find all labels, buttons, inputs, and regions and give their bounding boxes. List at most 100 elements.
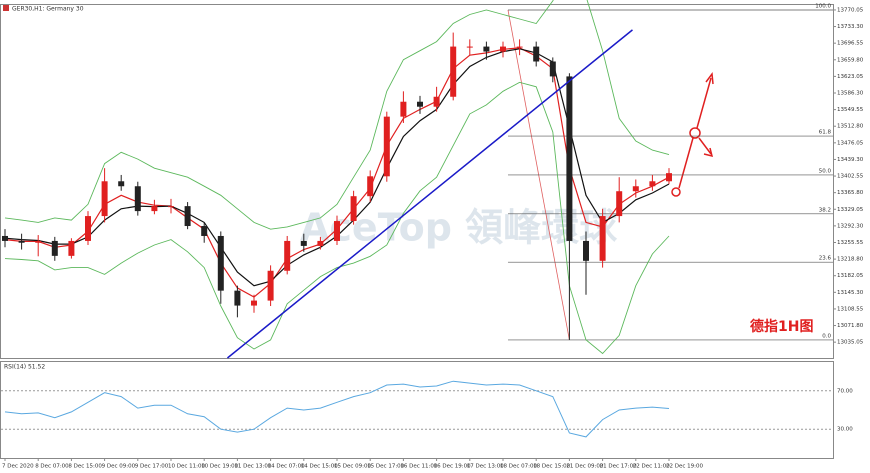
indicator-line <box>4 81 670 355</box>
x-tick-label: 22 Dec 19:00 <box>666 464 703 470</box>
y-tick-label: 13292.30 <box>837 223 864 229</box>
x-tick-label: 10 Dec 19:00 <box>201 464 238 470</box>
fib-label: 61.8 <box>819 130 832 136</box>
candle-body <box>35 240 42 243</box>
y-tick-label: 13476.05 <box>837 140 864 146</box>
price-panel <box>0 4 834 359</box>
x-tick-label: 8 Dec 15:00 <box>68 464 102 470</box>
x-tick-label: 8 Dec 07:00 <box>35 464 69 470</box>
x-tick-label: 22 Dec 11:00 <box>633 464 670 470</box>
candle-body <box>450 46 457 97</box>
candle-body <box>85 216 91 241</box>
annotation: 德指1H图 <box>750 318 813 335</box>
candle-body <box>151 206 158 212</box>
candle-body <box>583 240 589 261</box>
y-tick-label: 13439.30 <box>837 157 864 163</box>
x-tick-label: 18 Dec 15:00 <box>533 464 570 470</box>
y-tick-label: 13071.80 <box>837 323 864 329</box>
candle-body <box>284 240 291 271</box>
candle-body <box>168 206 174 208</box>
x-tick-label: 10 Dec 11:00 <box>168 464 205 470</box>
x-tick-label: 11 Dec 13:00 <box>234 464 271 470</box>
y-tick-label: 13770.05 <box>837 7 864 13</box>
candle-body <box>367 176 374 197</box>
x-tick-label: 18 Dec 07:00 <box>500 464 537 470</box>
candle-body <box>400 101 407 117</box>
x-tick-label: 9 Dec 09:00 <box>102 464 136 470</box>
y-tick-label: 13329.05 <box>837 207 864 213</box>
candle-body <box>201 226 208 236</box>
x-tick-label: 9 Dec 17:00 <box>135 464 169 470</box>
x-tick-label: 15 Dec 17:00 <box>367 464 404 470</box>
y-tick-label: 13512.80 <box>837 124 864 130</box>
y-tick-label: 13255.55 <box>837 240 864 246</box>
candle-body <box>649 181 656 187</box>
candle-body <box>350 196 357 222</box>
y-tick-label: 13182.05 <box>837 273 864 279</box>
candle-body <box>417 101 423 107</box>
chart-title: GER30,H1: Germany 30 <box>12 6 84 13</box>
candle-body <box>599 216 606 261</box>
candle-body <box>566 76 573 241</box>
candle-body <box>483 46 490 52</box>
y-tick-label: 13733.30 <box>837 24 864 30</box>
y-tick-label: 13696.55 <box>837 41 864 47</box>
y-tick-label: 13586.30 <box>837 91 864 97</box>
fib-label: 38.2 <box>819 207 831 213</box>
candle-body <box>51 240 58 256</box>
rsi-line <box>4 380 670 438</box>
indicator-line <box>4 0 670 230</box>
y-tick-label: 13549.55 <box>837 107 864 113</box>
candle-body <box>516 46 523 48</box>
candle-body <box>267 270 274 301</box>
candle-body <box>300 240 307 246</box>
candle-body <box>632 186 639 192</box>
x-tick-label: 7 Dec 2020 <box>2 464 34 470</box>
candle-body <box>666 173 672 182</box>
x-tick-label: 17 Dec 13:00 <box>467 464 504 470</box>
candle-body <box>101 181 108 217</box>
x-tick-label: 14 Dec 15:00 <box>301 464 338 470</box>
candle-body <box>251 300 257 306</box>
fib-label: 23.6 <box>819 256 832 262</box>
rsi-tick-label: 30.00 <box>837 427 853 433</box>
candle-body <box>2 235 8 241</box>
fib-label: 50.0 <box>819 168 832 174</box>
rsi-tick-label: 70.00 <box>837 388 853 394</box>
y-tick-label: 13145.30 <box>837 290 864 296</box>
y-tick-label: 13659.80 <box>837 57 864 63</box>
y-tick-label: 13402.55 <box>837 174 864 180</box>
x-tick-label: 15 Dec 09:00 <box>334 464 371 470</box>
trendline <box>226 29 633 359</box>
candle-body <box>500 46 506 52</box>
forecast-arrows <box>671 72 714 197</box>
chart-icon <box>3 5 9 11</box>
y-tick-label: 13623.05 <box>837 74 864 80</box>
candle-body <box>234 290 241 306</box>
candle-body <box>549 61 556 77</box>
candle-body <box>383 116 390 177</box>
x-tick-label: 21 Dec 09:00 <box>566 464 603 470</box>
candle-body <box>433 96 440 107</box>
candle-body <box>18 240 25 243</box>
x-tick-label: 16 Dec 19:00 <box>434 464 471 470</box>
candle-body <box>68 240 75 256</box>
candle-body <box>118 181 125 187</box>
y-tick-label: 13365.80 <box>837 190 864 196</box>
y-tick-label: 13035.05 <box>837 340 864 346</box>
x-tick-label: 14 Dec 07:00 <box>268 464 305 470</box>
fib-label: 100.0 <box>815 3 831 9</box>
x-tick-label: 16 Dec 11:00 <box>400 464 437 470</box>
candle-body <box>184 206 191 227</box>
candle-body <box>616 191 623 217</box>
candle-body <box>317 240 324 246</box>
y-tick-label: 13108.55 <box>837 306 864 312</box>
candle-body <box>533 46 540 62</box>
rsi-title: RSI(14) 51.52 <box>4 364 45 371</box>
candle-body <box>217 235 224 291</box>
candle-body <box>334 221 340 241</box>
x-tick-label: 21 Dec 17:00 <box>600 464 637 470</box>
y-tick-label: 13218.80 <box>837 257 864 263</box>
candle-body <box>134 186 141 212</box>
